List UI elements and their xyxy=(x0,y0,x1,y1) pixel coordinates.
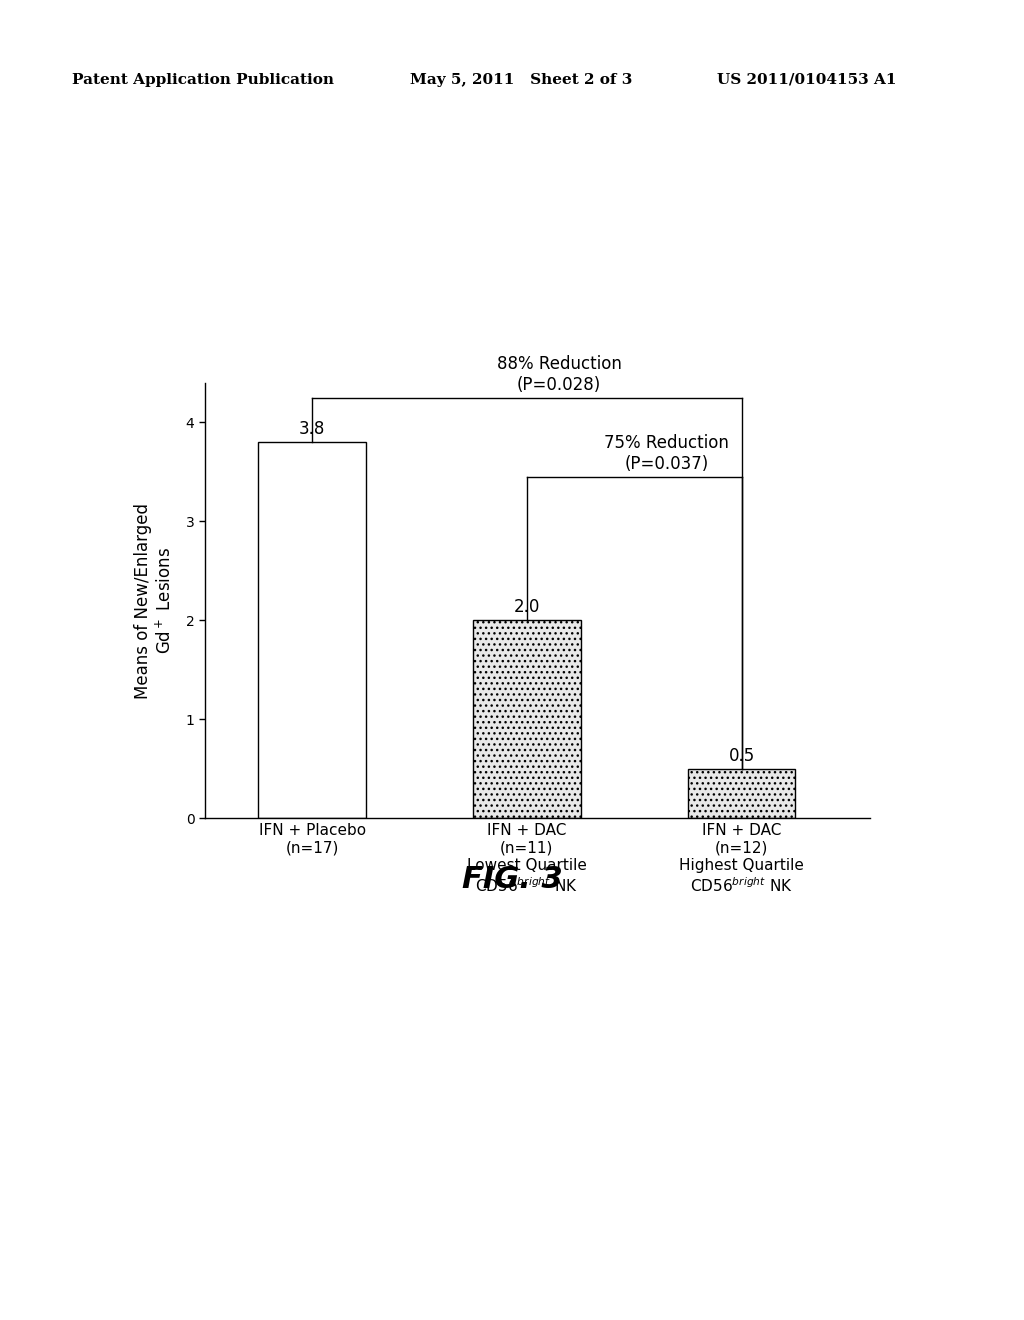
Text: 2.0: 2.0 xyxy=(514,598,540,616)
Text: 88% Reduction
(P=0.028): 88% Reduction (P=0.028) xyxy=(497,355,622,393)
Bar xyxy=(258,442,366,818)
Text: Patent Application Publication: Patent Application Publication xyxy=(72,73,334,87)
Text: 75% Reduction
(P=0.037): 75% Reduction (P=0.037) xyxy=(604,434,729,473)
Text: FIG. 3: FIG. 3 xyxy=(462,865,562,894)
Bar xyxy=(688,768,796,818)
Text: US 2011/0104153 A1: US 2011/0104153 A1 xyxy=(717,73,896,87)
Text: 3.8: 3.8 xyxy=(299,420,326,438)
Text: May 5, 2011   Sheet 2 of 3: May 5, 2011 Sheet 2 of 3 xyxy=(410,73,632,87)
Y-axis label: Means of New/Enlarged
Gd$^+$ Lesions: Means of New/Enlarged Gd$^+$ Lesions xyxy=(134,503,174,698)
Bar xyxy=(473,620,581,818)
Text: 0.5: 0.5 xyxy=(728,747,755,764)
